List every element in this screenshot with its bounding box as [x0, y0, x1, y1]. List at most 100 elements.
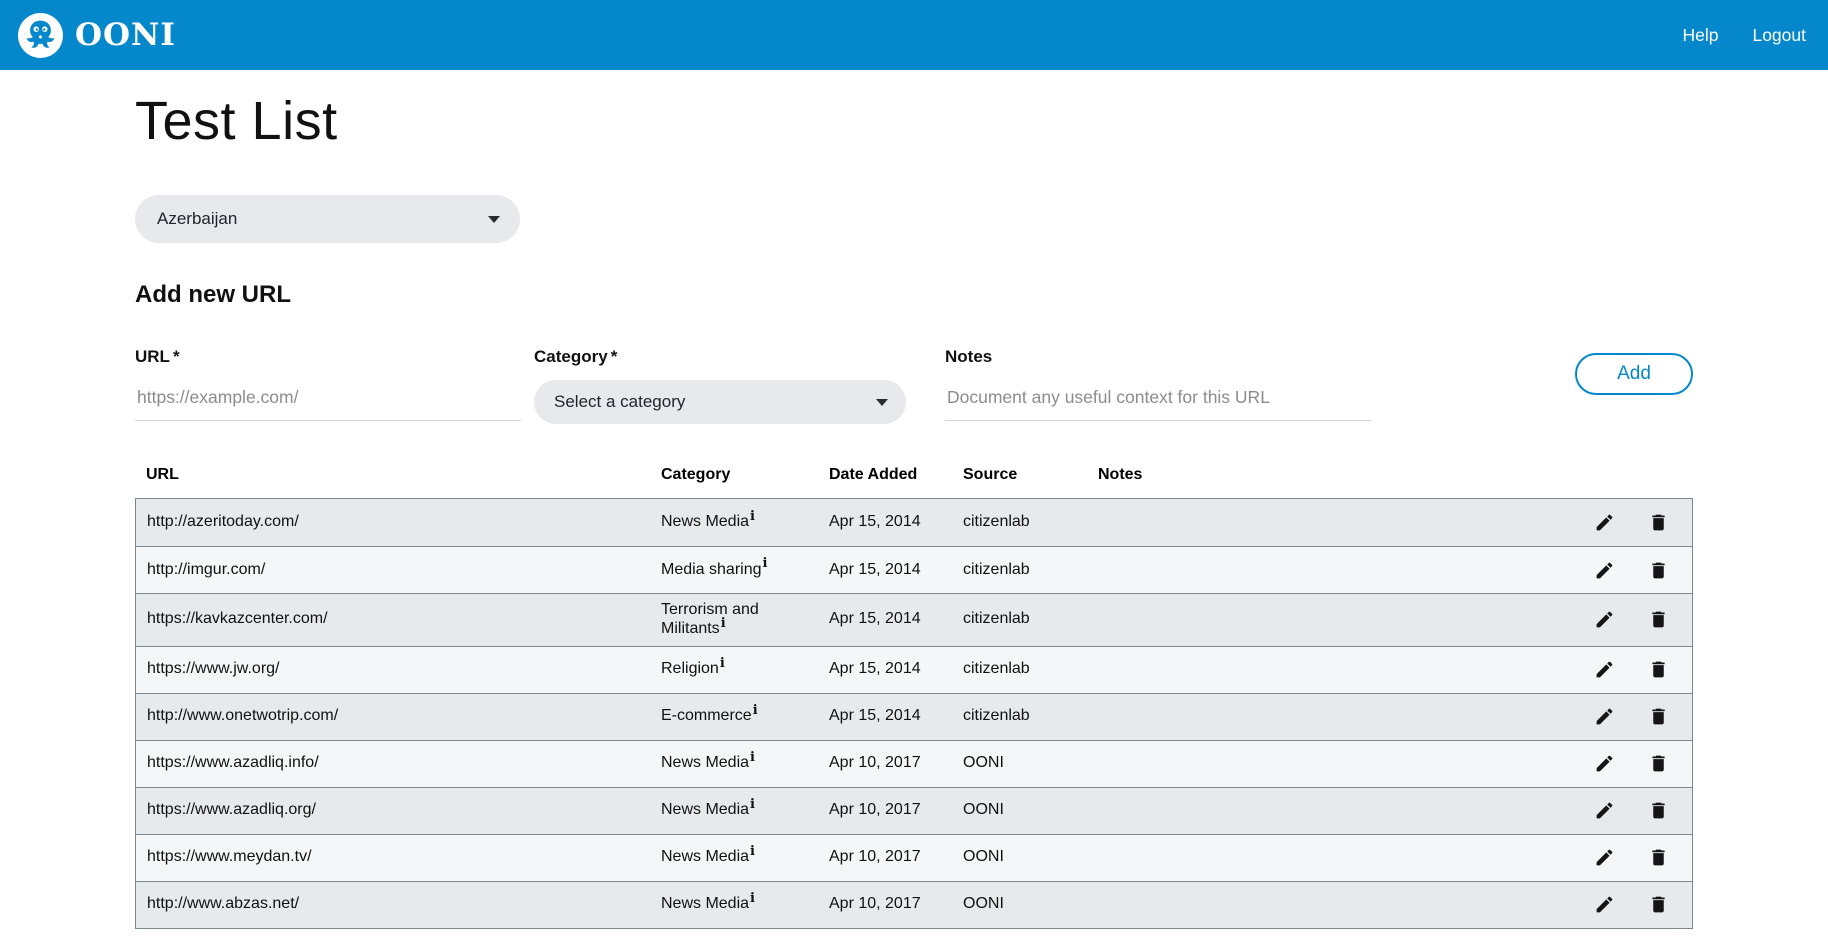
edit-button[interactable] [1593, 753, 1615, 775]
info-icon: i [762, 556, 768, 572]
edit-button[interactable] [1593, 512, 1615, 534]
delete-icon [1651, 514, 1665, 531]
column-header-url: URL [146, 466, 179, 483]
notes-field-group: Notes [945, 347, 1371, 421]
delete-button[interactable] [1647, 894, 1669, 916]
info-icon: i [750, 508, 755, 524]
category-cell: Media sharingi [661, 556, 768, 578]
category-cell: News Mediai [661, 796, 755, 819]
add-url-heading: Add new URL [135, 281, 291, 308]
date-cell: Apr 15, 2014 [829, 560, 921, 578]
delete-button[interactable] [1647, 659, 1669, 681]
table-row: http://imgur.com/ Media sharingi Apr 15,… [136, 546, 1692, 593]
delete-button[interactable] [1647, 847, 1669, 869]
info-icon: i [750, 843, 755, 859]
column-header-source: Source [963, 466, 1018, 483]
required-asterisk: * [172, 347, 180, 366]
help-link[interactable]: Help [1682, 24, 1719, 45]
edit-button[interactable] [1593, 800, 1615, 822]
column-header-notes: Notes [1098, 466, 1143, 483]
delete-icon [1651, 849, 1665, 866]
delete-icon [1651, 896, 1665, 913]
add-button[interactable]: Add [1575, 353, 1693, 395]
source-cell: citizenlab [963, 660, 1030, 678]
info-icon: i [752, 702, 758, 718]
edit-icon [1596, 661, 1612, 678]
category-cell: News Mediai [661, 508, 755, 531]
add-url-form: URL* Category* Select a category Notes A… [135, 347, 1693, 424]
category-select[interactable]: Select a category [534, 380, 906, 424]
url-table: http://azeritoday.com/ News Mediai Apr 1… [135, 498, 1693, 929]
country-select[interactable]: Azerbaijan [135, 195, 520, 243]
date-cell: Apr 10, 2017 [829, 801, 921, 819]
table-row: https://kavkazcenter.com/ Terrorism and … [136, 593, 1692, 646]
info-icon: i [719, 655, 725, 671]
notes-cell [1087, 804, 1560, 818]
date-cell: Apr 10, 2017 [829, 848, 921, 866]
url-input[interactable] [135, 367, 521, 421]
actions-cell [1560, 652, 1692, 688]
notes-cell [1087, 563, 1560, 577]
info-icon: i [750, 796, 755, 812]
edit-button[interactable] [1593, 847, 1615, 869]
delete-button[interactable] [1647, 512, 1669, 534]
info-icon: i [750, 749, 755, 765]
actions-cell [1560, 552, 1692, 588]
edit-icon [1596, 896, 1612, 913]
column-header-category: Category [661, 466, 731, 483]
edit-icon [1596, 755, 1612, 772]
category-cell: E-commercei [661, 702, 758, 725]
edit-button[interactable] [1593, 609, 1615, 631]
delete-icon [1651, 755, 1665, 772]
info-icon: i [720, 615, 726, 631]
notes-cell [1087, 757, 1560, 771]
source-cell: OONI [963, 801, 1004, 819]
actions-cell [1560, 699, 1692, 735]
actions-cell [1560, 746, 1692, 782]
table-row: http://azeritoday.com/ News Mediai Apr 1… [136, 499, 1692, 546]
category-cell: News Mediai [661, 890, 755, 913]
column-header-actions [1560, 466, 1693, 484]
edit-button[interactable] [1593, 706, 1615, 728]
delete-button[interactable] [1647, 706, 1669, 728]
source-cell: OONI [963, 848, 1004, 866]
actions-cell [1560, 840, 1692, 876]
edit-icon [1596, 611, 1612, 628]
delete-icon [1651, 708, 1665, 725]
date-cell: Apr 10, 2017 [829, 754, 921, 772]
header-nav: Help Logout [1682, 25, 1810, 46]
date-cell: Apr 15, 2014 [829, 707, 921, 725]
url-cell: http://azeritoday.com/ [147, 513, 299, 531]
category-label: Category * [534, 347, 618, 366]
edit-icon [1596, 849, 1612, 866]
notes-input[interactable] [945, 367, 1371, 421]
url-cell: http://www.abzas.net/ [147, 895, 300, 913]
logout-link[interactable]: Logout [1752, 24, 1806, 45]
delete-button[interactable] [1647, 800, 1669, 822]
table-row: https://www.jw.org/ Religioni Apr 15, 20… [136, 645, 1692, 693]
edit-icon [1596, 514, 1612, 531]
url-cell: https://www.azadliq.org/ [147, 801, 316, 819]
delete-button[interactable] [1647, 609, 1669, 631]
edit-button[interactable] [1593, 559, 1615, 581]
edit-button[interactable] [1593, 659, 1615, 681]
notes-label: Notes [945, 347, 993, 366]
edit-button[interactable] [1593, 894, 1615, 916]
edit-icon [1596, 562, 1612, 578]
delete-button[interactable] [1647, 559, 1669, 581]
edit-icon [1596, 708, 1612, 725]
url-cell: https://www.azadliq.info/ [147, 754, 319, 772]
delete-button[interactable] [1647, 753, 1669, 775]
delete-icon [1651, 612, 1665, 628]
table-row: https://www.azadliq.info/ News Mediai Ap… [136, 739, 1692, 787]
category-cell: Terrorism and Militantsi [661, 601, 759, 637]
url-cell: http://imgur.com/ [147, 560, 266, 578]
date-cell: Apr 15, 2014 [829, 660, 921, 678]
category-cell: News Mediai [661, 749, 755, 772]
edit-icon [1596, 802, 1612, 819]
delete-icon [1651, 802, 1665, 819]
url-cell: https://www.jw.org/ [147, 660, 280, 678]
actions-cell [1560, 602, 1692, 638]
actions-cell [1560, 887, 1692, 923]
actions-cell [1560, 793, 1692, 829]
